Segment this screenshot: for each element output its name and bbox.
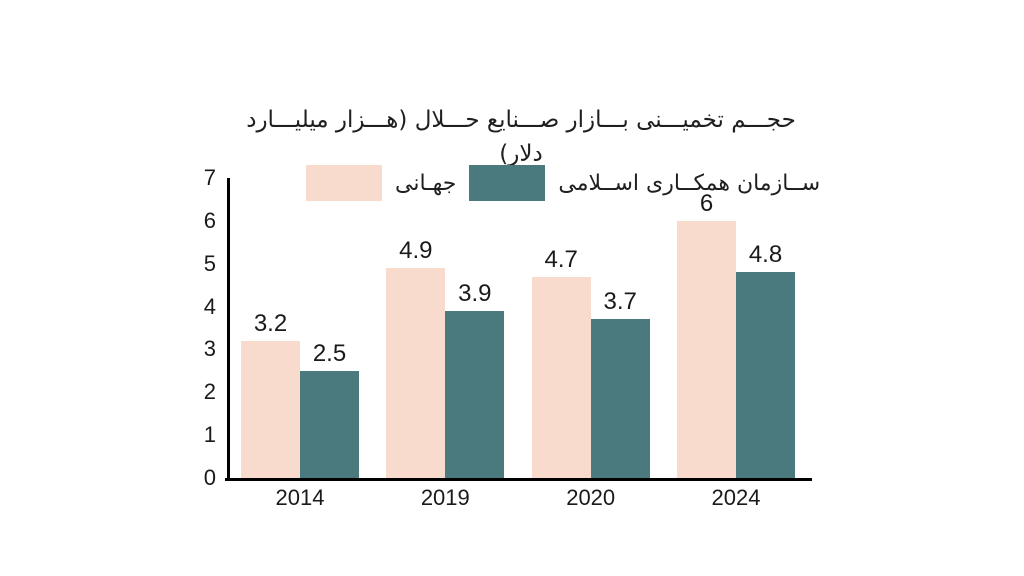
bar-oic-2014 [300, 370, 359, 478]
bar-oic-2019 [445, 310, 505, 478]
y-axis-tick-label: 7 [203, 165, 216, 190]
value-label-oic-2019: 3.9 [458, 279, 492, 307]
value-label-oic-2014: 2.5 [312, 339, 347, 367]
value-label-global-2019: 4.9 [399, 237, 433, 264]
y-axis-tick-label: 6 [203, 207, 216, 233]
bar-global-2014 [241, 340, 300, 478]
legend-label-global: جهـانی [395, 170, 457, 196]
y-axis-tick-label: 5 [203, 250, 216, 276]
y-axis-line [227, 178, 230, 481]
y-axis-tick-label: 3 [203, 336, 216, 362]
bar-global-2020 [531, 276, 591, 478]
bar-oic-2020 [590, 319, 650, 478]
x-axis-category-label: 2014 [275, 485, 325, 510]
x-axis-line [225, 478, 812, 481]
x-axis-category-label: 2019 [420, 485, 470, 510]
value-label-oic-2020: 3.7 [603, 288, 637, 316]
value-label-global-2020: 4.7 [544, 245, 578, 273]
legend-swatch-oic [469, 165, 546, 201]
bar-oic-2024 [736, 272, 795, 478]
value-label-global-2014: 3.2 [253, 309, 288, 337]
bar-global-2024 [677, 220, 736, 478]
y-axis-tick-label: 0 [203, 465, 216, 490]
bar-global-2019 [386, 268, 446, 478]
legend-label-oic: ســازمان همکــاری اســلامی [558, 170, 821, 196]
x-axis-category-label: 2020 [566, 485, 616, 510]
x-axis-category-label: 2024 [711, 485, 761, 510]
legend-swatch-global [306, 165, 382, 201]
chart-title: حجـــم تخمیـــنی بـــازار صـــنایع حـــل… [246, 107, 796, 167]
chart-legend: جهـانی ســازمان همکــاری اســلامی [306, 164, 823, 202]
value-label-oic-2024: 4.8 [748, 241, 783, 269]
y-axis-tick-label: 4 [203, 293, 216, 319]
value-label-global-2024: 6 [699, 189, 714, 217]
y-axis-tick-label: 2 [203, 379, 216, 405]
y-axis-tick-label: 1 [203, 422, 216, 448]
